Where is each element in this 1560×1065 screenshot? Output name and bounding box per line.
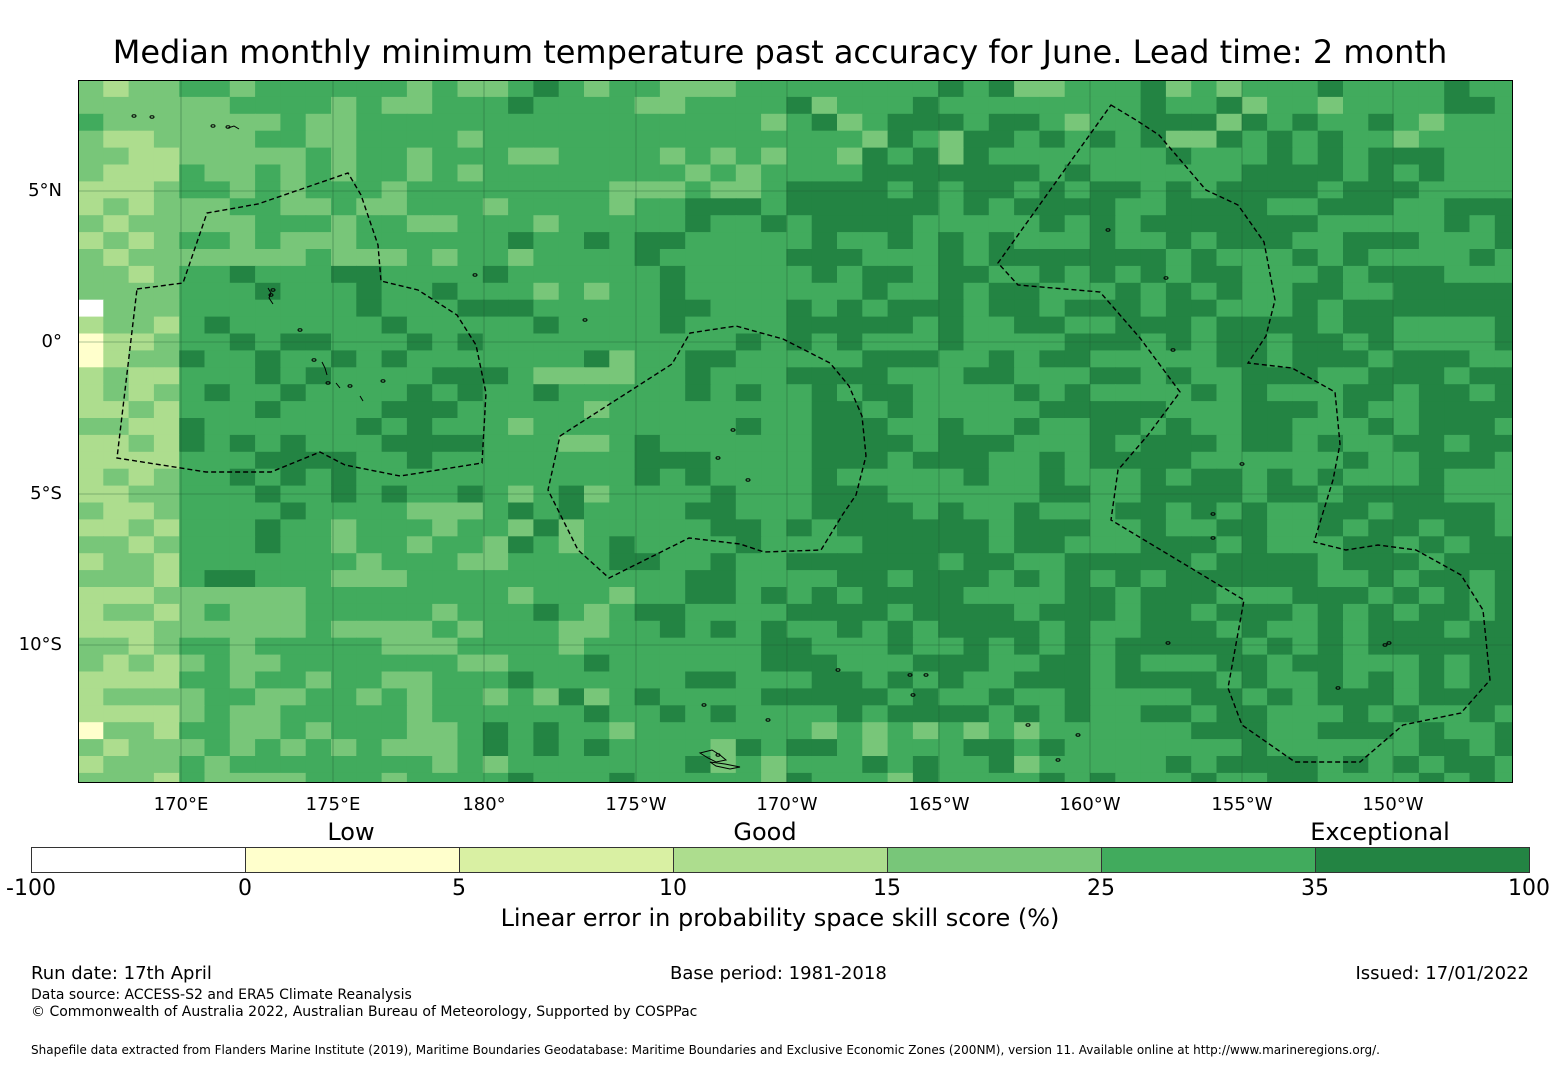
colorbar-tick: 15 [873,876,901,901]
skill-score-map [78,80,1513,783]
colorbar-title: Linear error in probability space skill … [500,904,1060,932]
legend-category-exceptional: Exceptional [1310,818,1450,846]
issued-date: Issued: 17/01/2022 [1355,963,1529,984]
lat-label-5s: 5°S [30,483,62,504]
legend-category-good: Good [733,818,797,846]
data-source: Data source: ACCESS-S2 and ERA5 Climate … [31,987,412,1003]
colorbar-segment [1315,847,1530,873]
eez-boundary-central [547,325,867,579]
colorbar-segment [887,847,1102,873]
eez-boundary-west [116,172,487,477]
colorbar-tick: 0 [238,876,252,901]
shapefile-credit: Shapefile data extracted from Flanders M… [31,1043,1380,1057]
lat-label-5n: 5°N [28,180,62,201]
map-frame [78,80,1513,783]
lat-label-0: 0° [41,331,62,352]
colorbar-segment [1101,847,1316,873]
eez-boundaries [116,104,1491,763]
colorbar-segment [245,847,460,873]
colorbar-segment [459,847,674,873]
lon-label-150w: 150°W [1362,794,1424,815]
lon-label-170w: 170°W [756,794,818,815]
colorbar-segment [673,847,888,873]
skill-score-grid [78,80,1513,783]
colorbar-tick: 5 [452,876,466,901]
lon-label-175e: 175°E [305,794,361,815]
run-date: Run date: 17th April [31,963,212,984]
colorbar [31,847,1530,873]
colorbar-tick: 100 [1508,876,1550,901]
lon-label-165w: 165°W [908,794,970,815]
lon-label-160w: 160°W [1059,794,1121,815]
eez-boundary-east [997,104,1491,763]
colorbar-tick: 35 [1301,876,1329,901]
lon-label-175w: 175°W [605,794,667,815]
coastlines [131,114,1392,770]
lon-label-155w: 155°W [1211,794,1273,815]
map-panel [78,80,1513,783]
colorbar-tick: 25 [1087,876,1115,901]
lat-label-10s: 10°S [18,634,62,655]
base-period: Base period: 1981-2018 [670,963,887,984]
legend-category-low: Low [327,818,375,846]
colorbar-tick: 10 [659,876,687,901]
lon-label-180: 180° [462,794,506,815]
map-title: Median monthly minimum temperature past … [112,33,1448,71]
colorbar-tick: -100 [6,876,56,901]
lon-label-170e: 170°E [153,794,209,815]
colorbar-segment [31,847,246,873]
copyright: © Commonwealth of Australia 2022, Austra… [31,1004,698,1020]
gridlines [78,80,1513,783]
